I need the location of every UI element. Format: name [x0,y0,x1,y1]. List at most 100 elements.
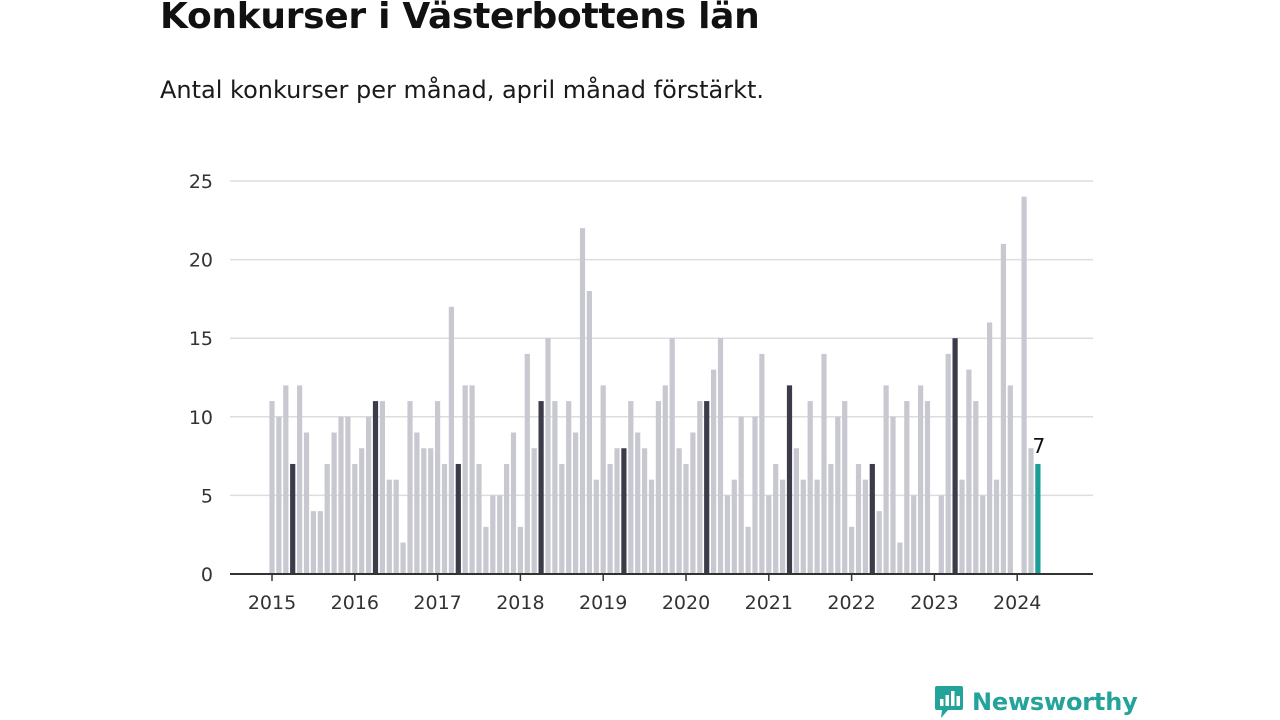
x-tick-label: 2020 [662,592,710,614]
bar-2020-07 [724,495,730,574]
x-tick-label: 2022 [827,592,875,614]
bar-2016-02 [359,448,365,574]
bar-2015-02 [276,416,282,574]
bar-2016-08 [400,542,406,574]
bar-2023-11 [1000,243,1006,574]
bar-2022-01 [849,526,855,574]
bar-2016-07 [393,479,399,574]
bar-2019-06 [635,432,641,574]
bar-2019-10 [662,385,668,574]
y-tick-label: 15 [189,328,213,350]
bar-2017-01 [435,401,441,574]
bar-2020-08 [731,479,737,574]
bar-2018-06 [552,401,558,574]
bar-2018-11 [586,291,592,574]
bar-2015-07 [310,511,316,574]
bar-2024-03 [1028,448,1034,574]
x-tick-label: 2021 [745,592,793,614]
bar-2023-05 [959,479,965,574]
bar-2023-03 [945,353,951,574]
bar-2021-03 [780,479,786,574]
bar-2018-04 [538,401,544,574]
bar-2022-09 [904,401,910,574]
y-tick-label: 0 [201,564,213,586]
bar-2020-11 [752,416,758,574]
bar-2023-06 [966,369,972,574]
bar-2019-02 [607,463,613,574]
bar-2016-01 [352,463,358,574]
bar-2018-12 [593,479,599,574]
bar-2019-04 [621,448,627,574]
bar-2019-09 [655,401,661,574]
bar-2015-09 [324,463,330,574]
bar-2020-03 [697,401,703,574]
bar-2020-10 [745,526,751,574]
bar-2015-05 [297,385,303,574]
bar-2022-05 [876,511,882,574]
data-label: 7 [1033,434,1046,458]
bar-2018-07 [559,463,565,574]
bar-2020-02 [690,432,696,574]
x-tick-label: 2016 [331,592,379,614]
bar-2022-04 [869,463,875,574]
bar-2021-12 [842,401,848,574]
bar-2020-09 [738,416,744,574]
bar-2016-03 [366,416,372,574]
bar-2015-11 [338,416,344,574]
bar-2022-12 [924,401,931,574]
bar-2023-04 [952,338,958,574]
bar-2017-04 [455,463,461,574]
x-tick-label: 2017 [413,592,461,614]
bar-2017-06 [469,385,475,574]
newsworthy-logo: Newsworthy [934,684,1138,720]
bar-2022-07 [890,416,896,574]
chart-title: Konkurser i Västerbottens län [160,0,760,37]
y-tick-label: 10 [189,407,213,429]
bar-2015-01 [269,401,275,574]
bar-2018-05 [545,338,551,574]
brand-name: Newsworthy [972,688,1138,716]
bar-2015-10 [331,432,337,574]
bar-2020-01 [683,463,689,574]
bar-2021-06 [800,479,806,574]
bar-2019-01 [600,385,606,574]
bar-2024-02 [1021,196,1027,574]
bar-2023-08 [980,495,986,574]
bars [269,196,1041,574]
bar-2018-03 [531,448,537,574]
bar-2023-02 [938,495,944,574]
bar-2017-05 [462,385,468,574]
bar-2015-12 [345,416,351,574]
bar-2019-03 [614,448,620,574]
x-tick-label: 2015 [248,592,296,614]
bar-2023-07 [973,401,979,574]
bar-2021-01 [766,495,772,574]
bar-2017-11 [504,463,510,574]
bar-2021-05 [793,448,799,574]
bar-2023-12 [1007,385,1013,574]
axes: 0 5 10 15 20 25 2015 2016 2017 2018 2019 2020 2021 20… [189,171,1093,614]
bar-2024-04 [1035,463,1041,574]
bar-2016-12 [428,448,434,574]
bar-2019-05 [628,401,634,574]
chart-subtitle: Antal konkurser per månad, april månad f… [160,76,765,104]
bar-2020-05 [711,369,717,574]
bar-2016-09 [407,401,413,574]
bar-2022-02 [855,463,862,574]
x-tick-label: 2024 [993,592,1041,614]
bar-2021-07 [807,401,813,574]
y-tick-label: 5 [201,485,213,507]
bar-2020-06 [717,338,724,574]
bar-2019-08 [648,479,655,574]
bar-2019-07 [642,448,648,574]
x-tick-label: 2023 [910,592,958,614]
bar-2019-11 [669,338,675,574]
bar-2017-10 [497,495,503,574]
bar-2017-03 [448,306,454,574]
bar-2019-12 [676,448,682,574]
bar-2021-04 [786,385,793,574]
bar-2017-02 [441,463,448,574]
bar-2015-06 [303,432,310,574]
y-tick-label: 20 [189,250,213,272]
bar-2022-11 [918,385,924,574]
